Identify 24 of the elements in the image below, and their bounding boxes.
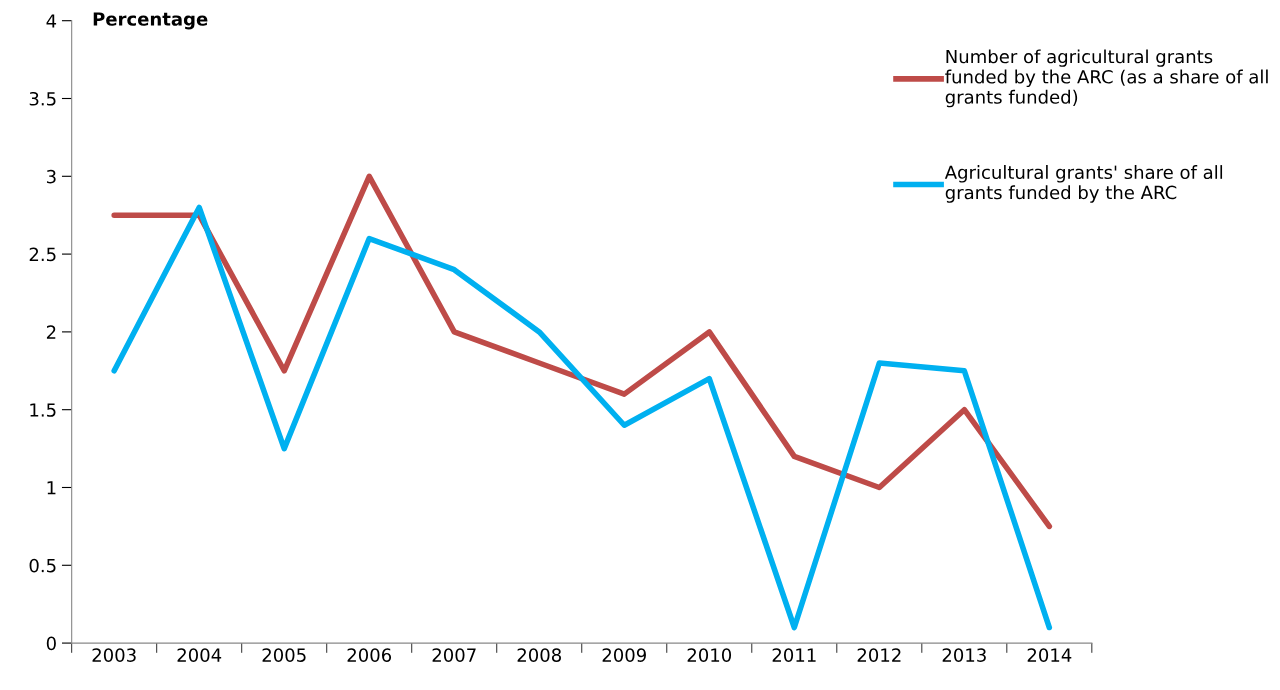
x-tick-label: 2014 xyxy=(1027,648,1072,662)
x-tick-label: 2006 xyxy=(347,648,392,662)
x-tick-label: 2008 xyxy=(517,648,561,662)
x-tick-label: 2004 xyxy=(177,648,222,662)
x-tick-label: 2003 xyxy=(92,648,136,662)
legend-label: Agricultural grants' share of all grants funded by the ARC xyxy=(944,165,1223,203)
y-tick-label: 2 xyxy=(46,325,56,339)
x-tick-label: 2013 xyxy=(942,648,986,662)
x-tick-label: 2010 xyxy=(687,648,732,662)
y-tick-label: 3.5 xyxy=(29,91,56,106)
y-tick-label: 1 xyxy=(47,481,56,495)
y-tick-label: 2.5 xyxy=(29,247,56,262)
x-tick-label: 2009 xyxy=(602,648,646,662)
y-tick-label: 1.5 xyxy=(30,403,56,417)
y-tick-label: 0 xyxy=(46,636,56,651)
y-tick-label: 3 xyxy=(46,169,56,184)
x-tick-label: 2007 xyxy=(432,648,476,662)
x-tick-label: 2012 xyxy=(857,648,901,662)
x-tick-label: 2005 xyxy=(262,648,306,662)
legend-label: Number of agricultural grants funded by the ARC (as a share of all grants funded) xyxy=(945,49,1268,108)
y-tick-label: 4 xyxy=(46,14,57,28)
x-tick-label: 2011 xyxy=(772,648,816,662)
y-tick-label: 0.5 xyxy=(29,558,56,573)
y-axis-title: Percentage xyxy=(93,12,208,30)
